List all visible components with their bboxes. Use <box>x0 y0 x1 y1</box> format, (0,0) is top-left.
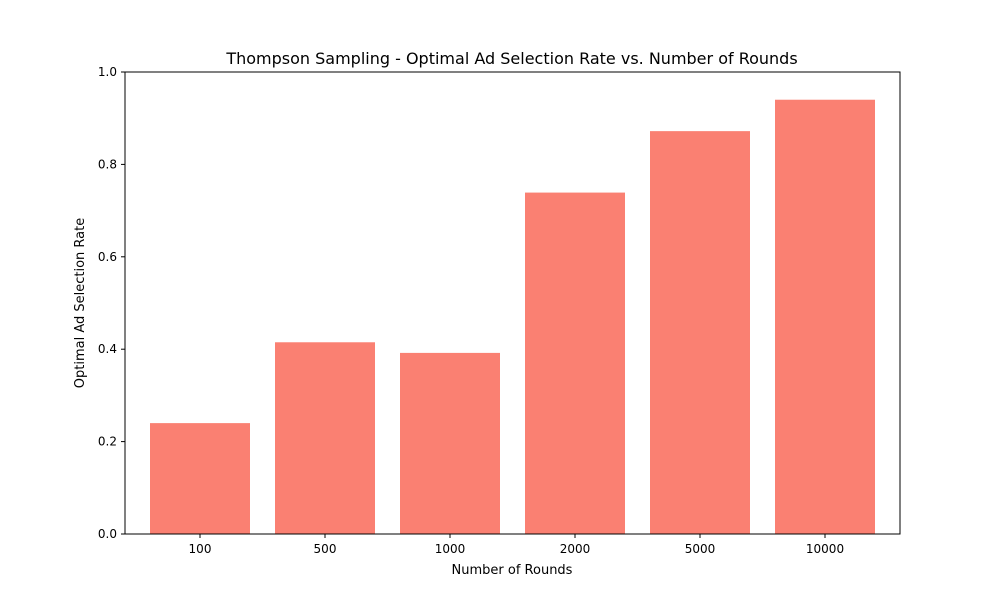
x-tick-label: 2000 <box>560 542 591 556</box>
y-tick-label: 0.0 <box>98 527 117 541</box>
y-axis-label: Optimal Ad Selection Rate <box>73 218 88 388</box>
y-axis-ticks: 0.0 0.2 0.4 0.6 0.8 1.0 <box>98 65 125 541</box>
bar-1000 <box>400 352 500 534</box>
bars-group <box>150 99 875 535</box>
y-tick-label: 0.8 <box>98 157 117 171</box>
y-tick-label: 0.2 <box>98 435 117 449</box>
x-tick-label: 500 <box>314 542 337 556</box>
x-tick-label: 5000 <box>685 542 716 556</box>
x-tick-label: 1000 <box>435 542 466 556</box>
plot-frame <box>124 71 901 535</box>
bar-2000 <box>525 192 625 534</box>
bar-5000 <box>650 131 750 535</box>
x-tick-label: 100 <box>189 542 212 556</box>
x-axis-ticks: 100 500 1000 2000 5000 10000 <box>189 534 844 556</box>
y-tick-label: 1.0 <box>98 65 117 79</box>
y-tick-label: 0.6 <box>98 250 117 264</box>
x-tick-label: 10000 <box>806 542 844 556</box>
x-axis-label: Number of Rounds <box>452 563 573 578</box>
bar-500 <box>275 342 375 534</box>
y-tick-label: 0.4 <box>98 342 117 356</box>
bar-10000 <box>775 99 875 534</box>
chart-title: Thompson Sampling - Optimal Ad Selection… <box>225 49 797 68</box>
bar-100 <box>150 423 250 534</box>
